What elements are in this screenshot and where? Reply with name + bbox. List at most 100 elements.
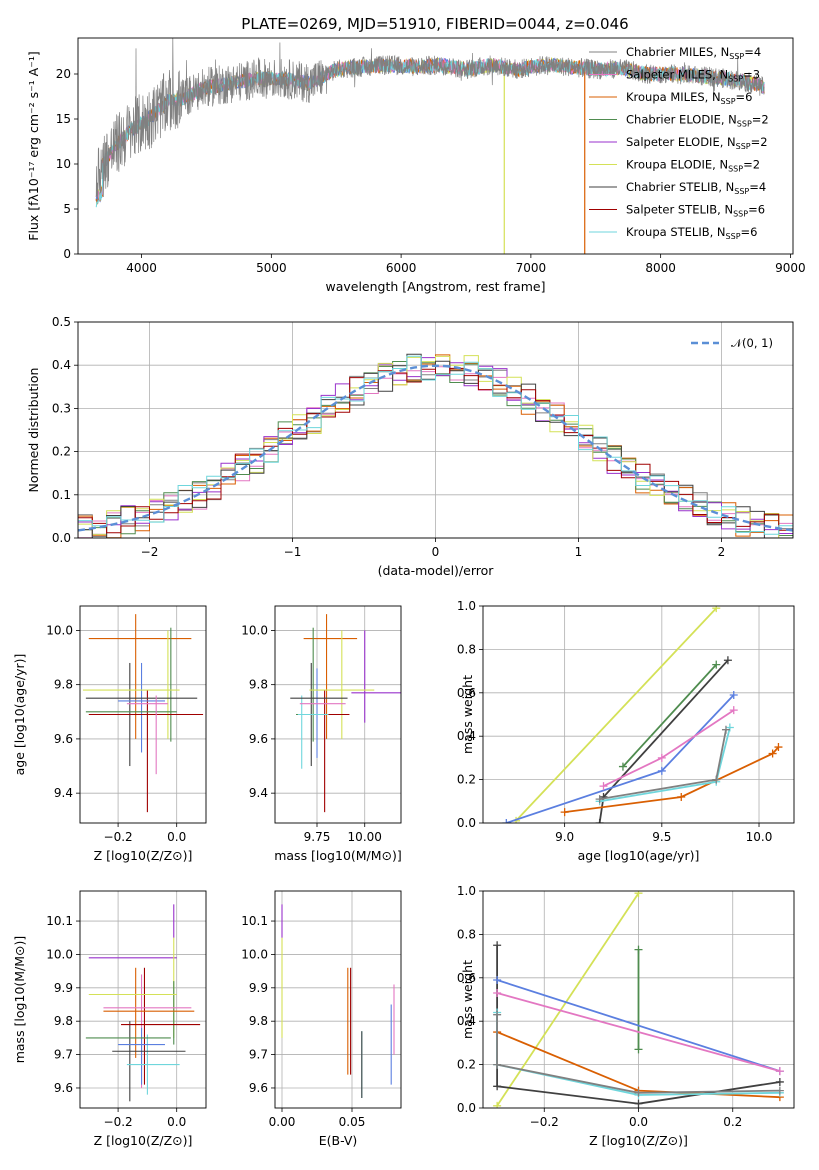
age_vs_Z-frame [79, 605, 207, 824]
y-tick-label: 0.0 [457, 816, 476, 830]
mass-weight-marker [493, 1082, 502, 1091]
mass-weight-marker [493, 1060, 502, 1069]
x-tick-label: 0.05 [339, 1115, 366, 1129]
y-tick-label: 10.1 [46, 914, 73, 928]
age_vs_Z-xlabel: Z [log10(Z/Z⊙)] [94, 848, 193, 863]
mass-weight-marker [768, 749, 777, 758]
massweight_vs_age-axes: 9.0 9.5 10.0 0.0 0.2 0.4 0.6 0.8 1.0 age [log10(a… [457, 599, 795, 863]
y-tick-label: 0.2 [52, 445, 71, 459]
mass-weight-marker [595, 819, 604, 823]
x-tick-label: 0.00 [269, 1115, 296, 1129]
y-tick-label: 9.6 [249, 732, 268, 746]
x-tick-label: 0 [432, 545, 440, 559]
x-tick-label: −1 [284, 545, 302, 559]
mass-weight-marker [493, 1101, 502, 1108]
age_vs_Z-axes: −0.2 0.0 9.4 9.6 9.8 10.0 Z [log10(Z/Z⊙)] age [… [12, 605, 207, 863]
mass-weight-marker [729, 690, 738, 699]
residual-legend: 𝒩(0, 1) [691, 336, 773, 350]
mass-weight-marker [634, 891, 643, 898]
y-tick-label: 0.4 [52, 358, 71, 372]
y-tick-label: 1.0 [457, 599, 476, 613]
legend-label: Chabrier STELIB, NSSP=4 [626, 180, 766, 196]
mass-weight-marker [677, 792, 686, 801]
y-tick-label: 0.8 [457, 642, 476, 656]
mass-weight-line [599, 727, 731, 803]
residuals-axes: −2 −1 0 1 2 0.0 0.1 0.2 0.3 0.4 0.5 (data-model)/er… [26, 315, 794, 578]
mass-weight-marker [595, 795, 604, 804]
mass-weight-marker [634, 1088, 643, 1097]
normal-curve [78, 364, 793, 532]
x-tick-label: 10.00 [348, 830, 382, 844]
y-tick-label: 1.0 [457, 884, 476, 898]
y-tick-label: 9.6 [54, 732, 73, 746]
mass-weight-marker [493, 975, 502, 984]
mass-weight-line [599, 729, 727, 800]
mass_vs_Z-frame [79, 890, 207, 1109]
y-tick-label: 9.8 [54, 1014, 73, 1028]
legend-label: Salpeter MILES, NSSP=3 [626, 68, 760, 84]
legend-label: Kroupa ELODIE, NSSP=2 [626, 158, 760, 174]
x-tick-label: 0.0 [167, 1115, 186, 1129]
y-tick-label: 20 [56, 67, 71, 81]
mass-weight-marker [723, 656, 732, 665]
y-tick-label: 10.0 [46, 623, 73, 637]
spectrum-axes: 4000 5000 6000 7000 8000 9000 0 5 10 15 20 waveleng… [26, 37, 806, 294]
mass-weight-line [564, 746, 780, 813]
x-tick-label: 6000 [386, 261, 417, 275]
y-tick-label: 9.8 [249, 1014, 268, 1028]
x-tick-label: 10.0 [746, 830, 773, 844]
y-tick-label: 5 [63, 202, 71, 216]
y-tick-label: 9.8 [249, 678, 268, 692]
y-tick-label: 9.7 [249, 1048, 268, 1062]
mass-weight-marker [712, 606, 721, 613]
x-tick-label: −2 [141, 545, 159, 559]
figure-title: PLATE=0269, MJD=51910, FIBERID=0044, z=0… [241, 15, 628, 33]
y-tick-label: 0.5 [52, 315, 71, 329]
mass-weight-line [496, 1014, 780, 1094]
x-tick-label: 1 [575, 545, 583, 559]
mass-weight-marker [775, 1067, 784, 1076]
y-tick-label: 0.1 [52, 488, 71, 502]
legend-label: Chabrier ELODIE, NSSP=2 [626, 113, 769, 129]
mass-weight-line [496, 992, 781, 1072]
massweight_vs_Z-ylabel: mass weight [460, 960, 475, 1039]
y-tick-label: 10.0 [241, 947, 268, 961]
mass-weight-marker [775, 1077, 784, 1086]
y-tick-label: 9.6 [54, 1081, 73, 1095]
x-tick-label: −0.2 [104, 1115, 133, 1129]
y-tick-label: 0.2 [457, 773, 476, 787]
mass-weight-marker [634, 945, 643, 954]
mass-weight-marker [774, 743, 783, 752]
y-tick-label: 0.4 [457, 1014, 476, 1028]
mass_vs_EBV-frame [274, 890, 402, 1109]
y-tick-label: 0.6 [457, 686, 476, 700]
legend-label: Salpeter STELIB, NSSP=6 [626, 203, 765, 219]
y-tick-label: 9.4 [249, 786, 268, 800]
spectrum-frame [77, 37, 794, 255]
mass_vs_Z-ylabel: mass [log10(M/M⊙)] [12, 936, 27, 1064]
age_vs_mass-frame [274, 605, 402, 824]
mass_vs_EBV-errorbars [281, 904, 395, 1098]
spectrum-ylabel: Flux [fλ10⁻¹⁷ erg cm⁻² s⁻¹ A⁻¹] [26, 51, 41, 240]
x-tick-label: 9.5 [652, 830, 671, 844]
y-tick-label: 10 [56, 157, 71, 171]
mass-weight-line [515, 607, 717, 822]
y-tick-label: 9.9 [249, 981, 268, 995]
x-tick-label: 0.0 [629, 1115, 648, 1129]
mass-weight-marker [657, 766, 666, 775]
x-tick-label: −0.2 [104, 830, 133, 844]
mass-weight-marker [729, 706, 738, 715]
legend-label: 𝒩(0, 1) [731, 336, 773, 350]
y-tick-label: 10.0 [46, 947, 73, 961]
x-tick-label: 9.75 [304, 830, 331, 844]
mass-weight-marker [775, 1086, 784, 1095]
y-tick-label: 0 [63, 247, 71, 261]
x-tick-label: 9.0 [555, 830, 574, 844]
y-tick-label: 0.2 [457, 1058, 476, 1072]
massweight_vs_Z-axes: −0.2 0.0 0.2 0.0 0.2 0.4 0.6 0.8 1.0 Z [log10(Z/Z… [457, 884, 795, 1148]
mass-weight-marker [493, 988, 502, 997]
mass-weight-line [506, 694, 735, 823]
y-tick-label: 0.0 [457, 1101, 476, 1115]
legend-label: Chabrier MILES, NSSP=4 [626, 45, 761, 61]
